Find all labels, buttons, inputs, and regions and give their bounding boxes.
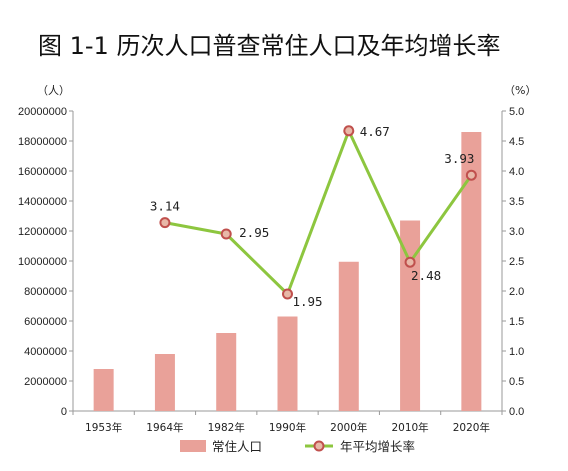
left-tick-label: 20000000 — [18, 106, 67, 118]
data-label: 2.48 — [411, 268, 441, 283]
left-tick-label: 12000000 — [18, 226, 67, 238]
bar — [93, 369, 114, 411]
growth-rate-point — [465, 169, 477, 181]
growth-rate-point — [159, 217, 171, 229]
legend-line-marker — [313, 440, 325, 452]
x-tick-label: 2000年 — [330, 421, 367, 434]
legend-bar-label: 常住人口 — [212, 439, 262, 454]
right-tick-label: 1.5 — [509, 316, 524, 328]
right-tick-label: 4.5 — [509, 136, 524, 148]
chart-title: 图 1-1 历次人口普查常住人口及年均增长率 — [38, 32, 500, 60]
bar — [154, 354, 175, 411]
data-label: 4.67 — [360, 124, 390, 139]
right-tick-label: 2.5 — [509, 256, 524, 268]
bar — [216, 333, 237, 411]
x-tick-label: 1982年 — [208, 421, 245, 434]
plot-area: 0 2000000 4000000 6000000 8000000 10000000 120… — [18, 84, 536, 454]
right-tick-label: 3.0 — [509, 226, 524, 238]
left-axis-unit: （人） — [37, 84, 70, 97]
left-tick-label: 10000000 — [18, 256, 67, 268]
bar — [277, 316, 298, 411]
left-tick-label: 16000000 — [18, 166, 67, 178]
right-tick-label: 5.0 — [509, 106, 524, 118]
data-label: 3.93 — [444, 151, 474, 166]
data-label: 3.14 — [150, 199, 180, 214]
x-tick-label: 2020年 — [453, 421, 490, 434]
x-tick-label: 1964年 — [146, 421, 183, 434]
x-tick-label: 1953年 — [85, 421, 122, 434]
left-tick-label: 6000000 — [24, 316, 67, 328]
bar — [338, 261, 359, 411]
data-label: 2.95 — [239, 225, 269, 240]
data-label: 1.95 — [292, 294, 322, 309]
left-tick-label: 2000000 — [24, 376, 67, 388]
growth-rate-point — [282, 288, 293, 300]
right-tick-label: 3.5 — [509, 196, 524, 208]
legend-bar-swatch — [180, 440, 206, 452]
left-tick-label: 4000000 — [24, 346, 67, 358]
right-tick-label: 4.0 — [509, 166, 524, 178]
x-tick-label: 1990年 — [269, 421, 306, 434]
left-tick-label: 18000000 — [18, 136, 67, 148]
right-axis-unit: （%） — [504, 84, 536, 97]
bar — [400, 220, 421, 411]
growth-rate-point — [220, 228, 232, 240]
growth-rate-line — [164, 129, 473, 296]
growth-rate-point — [343, 125, 355, 137]
growth-rate-point — [404, 256, 416, 268]
right-tick-label: 2.0 — [509, 286, 524, 298]
right-tick-label: 0.0 — [509, 406, 524, 418]
legend-line-label: 年平均增长率 — [340, 439, 415, 454]
left-tick-label: 8000000 — [24, 286, 67, 298]
bar — [461, 132, 482, 411]
left-tick-label: 14000000 — [18, 196, 67, 208]
x-tick-label: 2010年 — [391, 421, 428, 434]
right-tick-label: 0.5 — [509, 376, 524, 388]
left-tick-label: 0 — [61, 406, 67, 418]
right-tick-label: 1.0 — [509, 346, 524, 358]
